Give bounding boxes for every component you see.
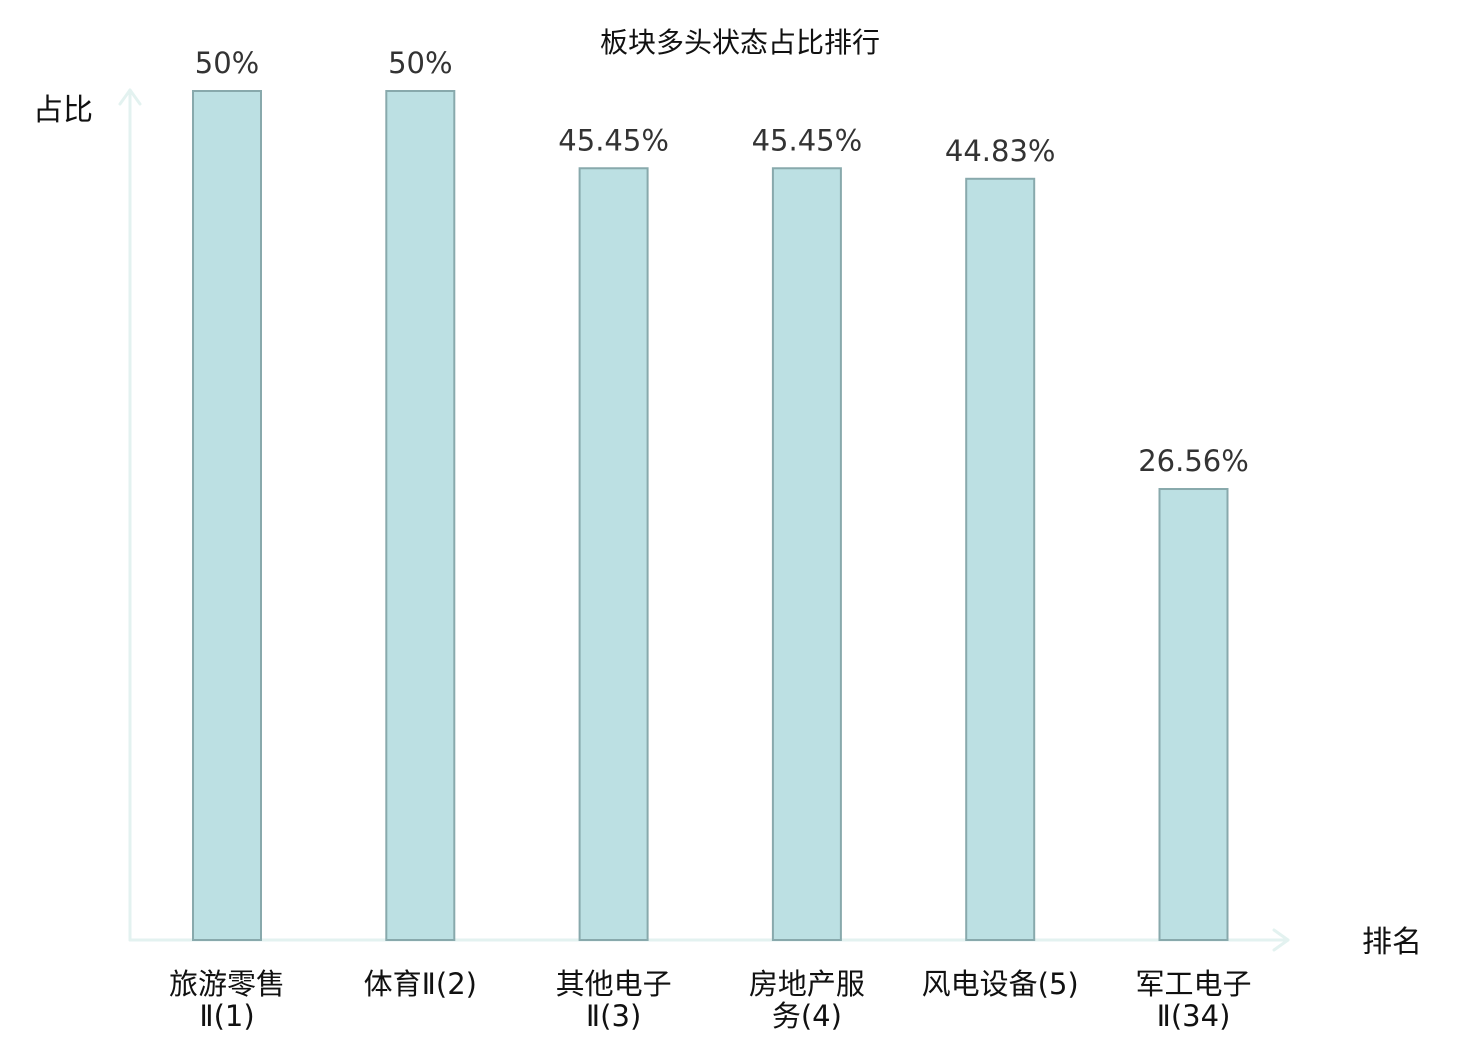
bar bbox=[578, 167, 649, 942]
x-tick-label: 体育Ⅱ(2) bbox=[364, 967, 477, 1001]
x-tick-label: 风电设备(5) bbox=[922, 967, 1079, 1001]
x-axis-arrow bbox=[1272, 928, 1290, 952]
bars bbox=[192, 90, 1229, 942]
x-tick-label: Ⅱ(34) bbox=[1157, 999, 1231, 1033]
data-label: 26.56% bbox=[1138, 444, 1249, 478]
bar bbox=[771, 167, 842, 942]
x-tick-label: 房地产服 bbox=[749, 967, 865, 1001]
bar bbox=[192, 90, 262, 941]
bar bbox=[385, 90, 456, 941]
x-tick-label: 军工电子 bbox=[1135, 967, 1251, 1001]
axes bbox=[118, 88, 1290, 952]
x-tick-label: 旅游零售 bbox=[169, 967, 285, 1001]
data-label: 45.45% bbox=[752, 123, 863, 157]
x-tick-label: 其他电子 bbox=[556, 967, 672, 1001]
x-axis-label: 排名 bbox=[1362, 925, 1422, 960]
chart-title: 板块多头状态占比排行 bbox=[600, 26, 880, 59]
x-tick-label: Ⅱ(1) bbox=[199, 999, 254, 1033]
y-axis-label: 占比 bbox=[33, 93, 93, 128]
data-label: 44.83% bbox=[945, 134, 1056, 168]
data-label: 45.45% bbox=[558, 123, 669, 157]
bar bbox=[1158, 488, 1229, 941]
x-tick-label: 务(4) bbox=[772, 999, 842, 1033]
data-labels: 50% 50% 45.45% 45.45% 44.83% 26.56% bbox=[195, 46, 1249, 478]
data-label: 50% bbox=[195, 46, 259, 80]
y-axis-arrow bbox=[118, 88, 142, 106]
data-label: 50% bbox=[388, 46, 452, 80]
x-tick-label: Ⅱ(3) bbox=[586, 999, 641, 1033]
bar bbox=[965, 177, 1036, 941]
